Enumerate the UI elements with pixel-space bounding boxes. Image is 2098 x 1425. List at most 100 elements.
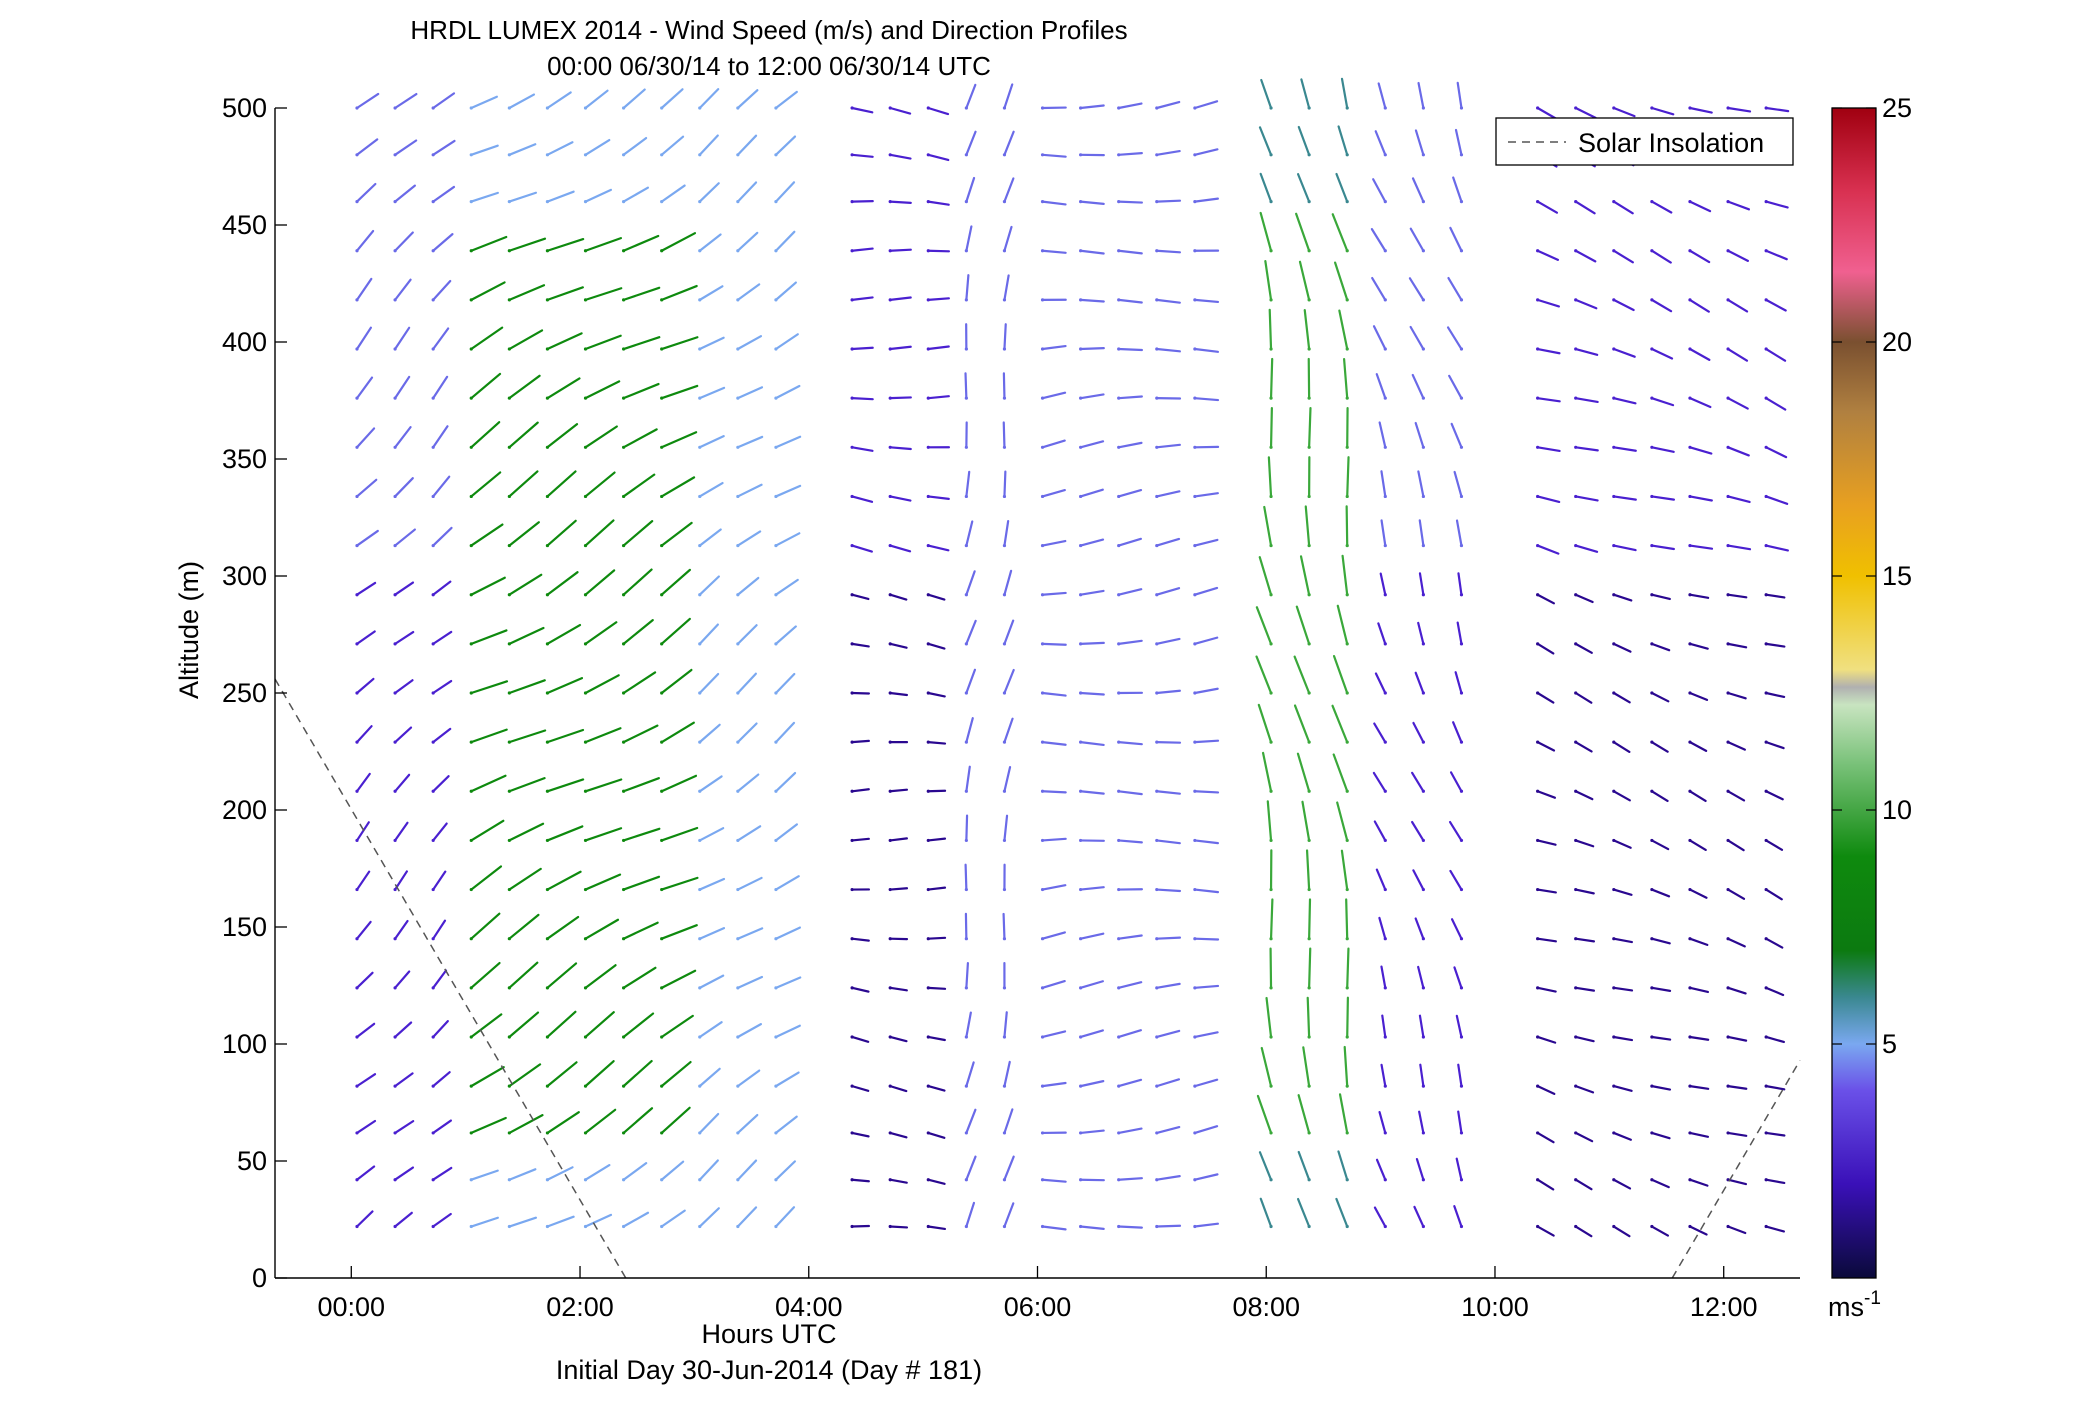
wind-barb-base: [583, 986, 588, 990]
wind-barb-base: [660, 249, 664, 253]
wind-barb: [1448, 374, 1463, 400]
wind-barb: [1415, 1158, 1425, 1181]
wind-barb-base: [507, 986, 511, 990]
wind-barb: [1688, 347, 1711, 361]
wind-barb-base: [1269, 789, 1273, 793]
wind-barb: [622, 777, 660, 793]
wind-barb-base: [850, 298, 854, 302]
wind-barb: [355, 630, 376, 645]
wind-barb-base: [1764, 1178, 1768, 1182]
wind-barb: [1041, 741, 1067, 746]
wind-barb-base: [545, 1035, 550, 1039]
wind-barb: [1612, 495, 1637, 501]
wind-barb-base: [621, 937, 626, 941]
wind-barb-base: [393, 1178, 397, 1182]
wind-barb: [1264, 259, 1273, 301]
wind-barb: [927, 1085, 946, 1092]
wind-barb: [1003, 225, 1013, 252]
wind-barb: [1450, 422, 1463, 449]
wind-barb: [1371, 276, 1387, 301]
y-tick-label: 50: [237, 1146, 267, 1176]
wind-barb: [1765, 200, 1789, 209]
wind-barb-base: [545, 691, 550, 695]
wind-barb: [470, 629, 508, 645]
wind-barb: [1765, 937, 1784, 949]
x-tick-label: 12:00: [1690, 1292, 1758, 1322]
wind-barb: [1765, 446, 1788, 459]
wind-barb-base: [431, 1178, 435, 1182]
wind-barb-base: [1688, 1084, 1692, 1088]
wind-barb: [1410, 820, 1425, 842]
wind-barb-base: [1307, 1178, 1311, 1182]
wind-barb: [1297, 125, 1311, 156]
wind-barb-base: [698, 838, 702, 843]
wind-barb: [927, 200, 950, 206]
wind-barb-base: [1650, 691, 1654, 695]
wind-barb: [1079, 886, 1105, 891]
wind-barb-base: [469, 249, 473, 253]
wind-barb: [889, 106, 912, 115]
wind-barb-base: [850, 347, 854, 351]
wind-barb-base: [1650, 740, 1654, 744]
wind-barb: [470, 576, 506, 596]
wind-barb: [965, 225, 973, 252]
wind-barb-base: [583, 347, 588, 351]
wind-barb: [1370, 228, 1387, 252]
wind-barb-base: [1650, 543, 1654, 548]
wind-barb-base: [1650, 396, 1654, 400]
wind-barb: [1041, 391, 1067, 400]
wind-barb: [546, 870, 582, 891]
wind-barb-base: [1383, 543, 1387, 548]
wind-barb: [355, 870, 371, 891]
wind-barb: [1381, 1014, 1387, 1039]
wind-barb-base: [888, 1131, 892, 1135]
wind-barb: [1372, 325, 1387, 351]
wind-barb-base: [621, 543, 626, 548]
wind-barb-base: [1726, 494, 1730, 499]
wind-barb: [393, 139, 418, 156]
wind-barb-base: [1726, 298, 1730, 302]
wind-barb: [622, 234, 660, 252]
wind-barb: [1536, 249, 1560, 261]
wind-barb: [1650, 839, 1670, 851]
wind-barb-base: [736, 838, 740, 843]
wind-barb: [1263, 505, 1273, 547]
colorbar-tick-label: 25: [1882, 93, 1912, 123]
wind-barb: [432, 630, 453, 645]
wind-barb-base: [1459, 593, 1464, 597]
wind-barb-base: [545, 1224, 550, 1229]
wind-barb: [965, 961, 970, 989]
wind-barb: [1342, 357, 1349, 400]
wind-barb: [1155, 347, 1181, 353]
wind-barb-base: [393, 494, 397, 499]
wind-barb-base: [1383, 642, 1387, 646]
y-tick-label: 300: [222, 561, 267, 591]
wind-barb: [1117, 489, 1143, 498]
wind-barb: [1117, 1127, 1143, 1135]
wind-barb-base: [1650, 1178, 1654, 1182]
wind-barb-base: [1079, 396, 1083, 400]
wind-barb: [546, 377, 581, 400]
wind-barb-base: [1345, 1131, 1349, 1135]
wind-barb: [1079, 1129, 1105, 1135]
wind-barb: [470, 191, 499, 203]
wind-barb: [1688, 106, 1713, 114]
wind-barb: [889, 1131, 908, 1139]
wind-barb: [736, 1113, 759, 1135]
wind-barb: [1688, 691, 1709, 702]
wind-barb-base: [964, 838, 968, 843]
wind-barb-base: [1459, 249, 1464, 253]
wind-barb: [1193, 739, 1220, 744]
wind-barb: [660, 617, 691, 645]
wind-barb-base: [736, 347, 740, 351]
wind-barb: [1414, 129, 1425, 156]
wind-barb: [1259, 172, 1273, 203]
wind-barb-base: [1536, 1178, 1540, 1182]
wind-barb: [622, 1211, 650, 1228]
wind-barb-base: [507, 200, 511, 204]
wind-barb: [470, 1066, 505, 1088]
wind-barb: [965, 176, 976, 203]
wind-barb: [1373, 820, 1387, 842]
wind-barb-base: [1421, 347, 1425, 351]
wind-barb: [470, 281, 506, 301]
